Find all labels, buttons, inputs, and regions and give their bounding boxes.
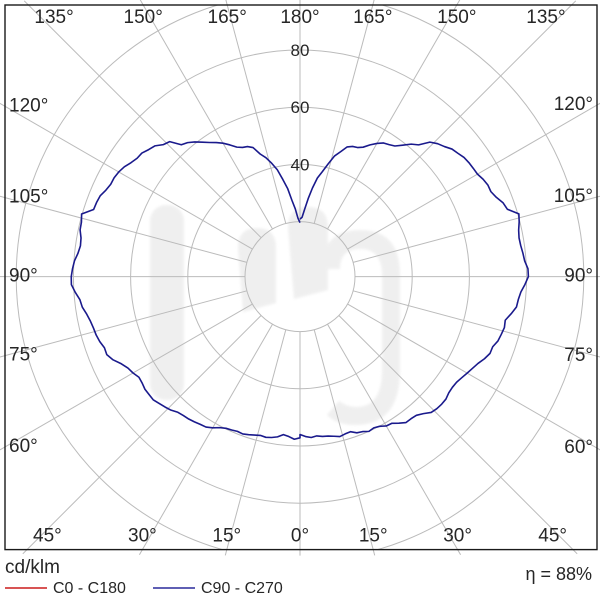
svg-text:150°: 150°: [124, 7, 163, 28]
svg-text:80: 80: [291, 41, 310, 60]
svg-text:165°: 165°: [353, 7, 392, 28]
svg-text:120°: 120°: [9, 95, 48, 116]
svg-text:C0 - C180: C0 - C180: [53, 580, 126, 597]
svg-text:90°: 90°: [9, 266, 38, 287]
svg-text:0°: 0°: [291, 526, 309, 547]
svg-text:cd/klm: cd/klm: [5, 557, 60, 578]
svg-text:135°: 135°: [526, 7, 565, 28]
svg-text:45°: 45°: [33, 526, 62, 547]
svg-text:180°: 180°: [280, 7, 319, 28]
svg-text:105°: 105°: [554, 186, 593, 207]
svg-text:30°: 30°: [128, 526, 157, 547]
svg-text:60°: 60°: [564, 437, 593, 458]
svg-text:75°: 75°: [564, 345, 593, 366]
svg-text:105°: 105°: [9, 187, 48, 208]
svg-text:75°: 75°: [9, 345, 38, 366]
svg-text:150°: 150°: [437, 7, 476, 28]
svg-text:C90 - C270: C90 - C270: [201, 580, 283, 597]
svg-text:45°: 45°: [538, 526, 567, 547]
svg-text:120°: 120°: [554, 94, 593, 115]
svg-text:30°: 30°: [443, 526, 472, 547]
svg-text:90°: 90°: [564, 266, 593, 287]
svg-text:60: 60: [291, 98, 310, 117]
svg-text:15°: 15°: [359, 526, 388, 547]
svg-text:40: 40: [291, 155, 310, 174]
svg-text:η = 88%: η = 88%: [525, 564, 592, 584]
svg-text:135°: 135°: [34, 7, 73, 28]
svg-text:165°: 165°: [208, 7, 247, 28]
svg-text:60°: 60°: [9, 436, 38, 457]
svg-text:15°: 15°: [212, 526, 241, 547]
